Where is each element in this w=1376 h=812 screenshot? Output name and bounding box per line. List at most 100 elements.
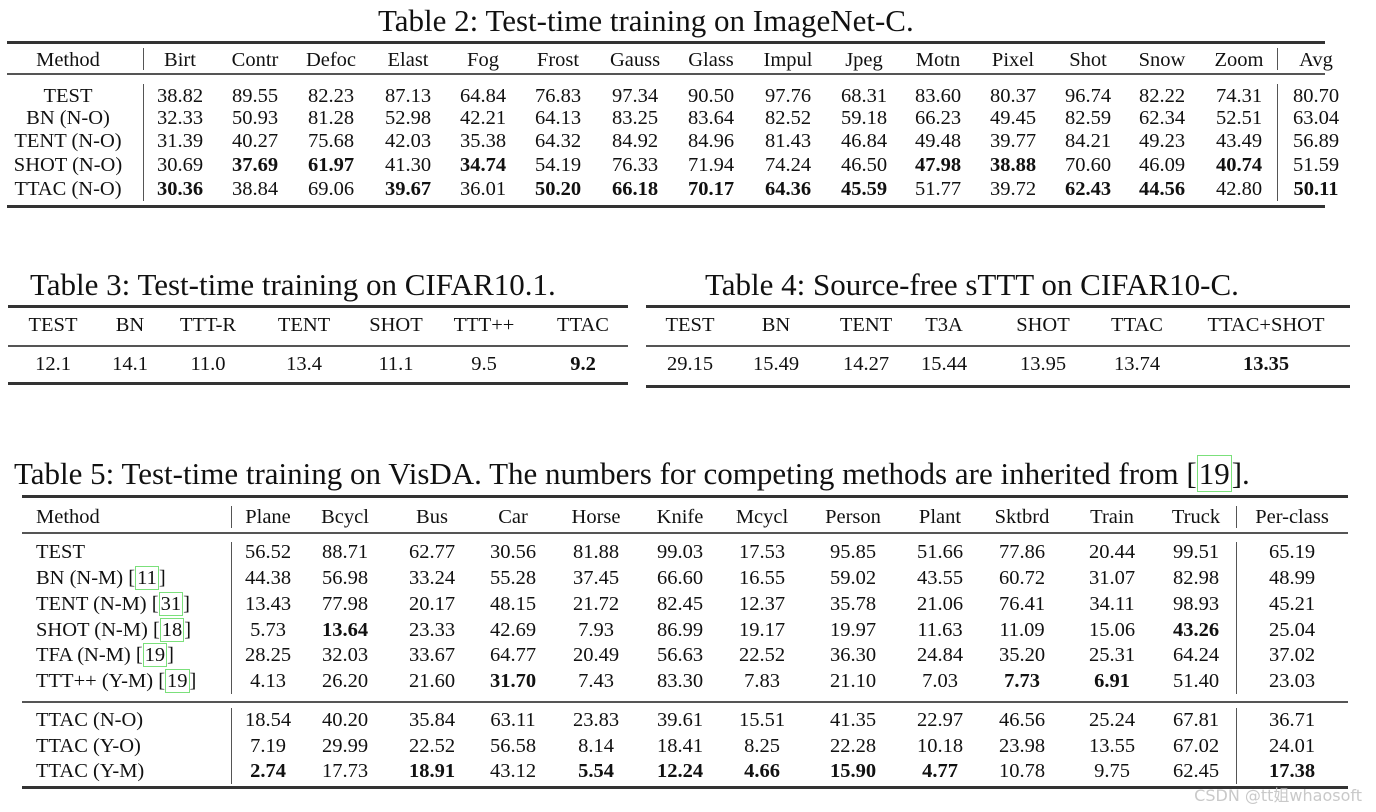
bracket: ]	[189, 670, 197, 692]
table-cell: 31.07	[1088, 567, 1136, 589]
table-cell: 15.51	[738, 709, 786, 731]
table-cell: 13.55	[1088, 735, 1136, 757]
column-header[interactable]: Snow	[1138, 49, 1186, 71]
table-cell: 21.06	[916, 593, 964, 615]
table-cell: 11.63	[917, 619, 963, 641]
table-cell: 42.03	[384, 130, 432, 152]
column-header[interactable]: Frost	[536, 49, 580, 71]
table-cell: 88.71	[321, 541, 369, 563]
header-rule	[8, 345, 628, 347]
table-cell: 42.80	[1215, 178, 1263, 200]
table-cell: 34.11	[1089, 593, 1135, 615]
column-header[interactable]: Jpeg	[845, 49, 883, 71]
table-cell: 51.77	[914, 178, 962, 200]
citation-link[interactable]: 18	[159, 618, 185, 642]
table-cell: 49.48	[914, 130, 962, 152]
column-header[interactable]: Method	[36, 49, 100, 71]
table-cell: 82.23	[307, 85, 355, 107]
citation-link[interactable]: 11	[135, 566, 159, 590]
table-cell: 21.10	[829, 670, 877, 692]
table-cell: 16.55	[738, 567, 786, 589]
column-header: Person	[825, 506, 881, 528]
table-cell: 56.89	[1292, 130, 1340, 152]
row-method: BN (N-M) [11]	[36, 566, 226, 590]
column-header: Plane	[245, 506, 291, 528]
column-header[interactable]: Gauss	[609, 49, 661, 71]
table-cell: 87.13	[384, 85, 432, 107]
table-cell: 39.61	[656, 709, 704, 731]
column-header: TENT	[839, 314, 893, 336]
column-header[interactable]: Avg	[1299, 49, 1333, 71]
column-header[interactable]: Contr	[231, 49, 279, 71]
table-cell: 50.93	[231, 107, 279, 129]
table-cell: 63.04	[1292, 107, 1340, 129]
method-divider	[231, 708, 232, 784]
column-header: SHOT	[1016, 314, 1070, 336]
table-cell: 32.33	[156, 107, 204, 129]
column-header: Method	[36, 506, 100, 528]
column-header: SHOT	[369, 314, 423, 336]
table-cell: 35.20	[998, 644, 1046, 666]
table-cell: 44.56	[1138, 178, 1186, 200]
column-header: Plant	[918, 506, 962, 528]
column-header[interactable]: Fog	[467, 49, 499, 71]
table-cell: 64.84	[459, 85, 507, 107]
row-method: TEST	[36, 540, 226, 564]
column-header: TENT	[277, 314, 331, 336]
table-cell: 70.60	[1064, 154, 1112, 176]
table3-caption: Table 3: Test-time training on CIFAR10.1…	[30, 267, 556, 302]
table-cell: 66.23	[914, 107, 962, 129]
table-cell: 13.74	[1113, 353, 1161, 375]
table-cell: 47.98	[914, 154, 962, 176]
column-header[interactable]: Birt	[164, 49, 196, 71]
table-cell: 45.21	[1268, 593, 1316, 615]
table-cell: 20.49	[572, 644, 620, 666]
table-cell: 43.26	[1172, 619, 1220, 641]
table-cell: 13.4	[286, 353, 322, 375]
table-cell: 40.20	[321, 709, 369, 731]
method-name: TTT++ (Y-M)	[36, 670, 159, 692]
table-cell: 74.24	[764, 154, 812, 176]
column-header: BN	[115, 314, 145, 336]
table-cell: 23.33	[408, 619, 456, 641]
table-cell: 82.22	[1138, 85, 1186, 107]
column-header: T3A	[925, 314, 963, 336]
table-cell: 13.35	[1242, 353, 1290, 375]
citation-link[interactable]: 31	[158, 592, 184, 616]
table-cell: 10.18	[916, 735, 964, 757]
table-cell: 46.50	[840, 154, 888, 176]
table-cell: 25.31	[1088, 644, 1136, 666]
table-cell: 97.76	[764, 85, 812, 107]
table-cell: 19.97	[829, 619, 877, 641]
column-header[interactable]: Impul	[763, 49, 813, 71]
citation-link[interactable]: 19	[1196, 455, 1232, 492]
table-cell: 45.59	[840, 178, 888, 200]
table-cell: 64.32	[534, 130, 582, 152]
table-cell: 80.37	[989, 85, 1037, 107]
column-header[interactable]: Pixel	[991, 49, 1035, 71]
table5-caption-text: Table 5: Test-time training on VisDA. Th…	[14, 456, 1197, 491]
table-cell: 37.45	[572, 567, 620, 589]
citation-link[interactable]: 19	[165, 669, 190, 693]
row-method: TEST	[43, 85, 93, 107]
table-cell: 99.51	[1172, 541, 1220, 563]
column-header[interactable]: Shot	[1069, 49, 1107, 71]
column-header: Bcycl	[321, 506, 369, 528]
bracket: [	[152, 619, 160, 641]
table-cell: 82.98	[1172, 567, 1220, 589]
table-cell: 76.83	[534, 85, 582, 107]
column-header[interactable]: Glass	[688, 49, 734, 71]
column-header[interactable]: Defoc	[305, 49, 357, 71]
method-name: TTAC (Y-M)	[36, 760, 145, 782]
column-header[interactable]: Zoom	[1214, 49, 1264, 71]
column-header[interactable]: Motn	[915, 49, 961, 71]
row-method: BN (N-O)	[26, 107, 110, 129]
header-rule	[7, 73, 1325, 75]
table-cell: 82.45	[656, 593, 704, 615]
citation-link[interactable]: 19	[142, 643, 168, 667]
table-cell: 81.28	[307, 107, 355, 129]
column-header[interactable]: Elast	[387, 49, 429, 71]
avg-divider	[1277, 48, 1278, 70]
table-cell: 97.34	[611, 85, 659, 107]
table-cell: 82.59	[1064, 107, 1112, 129]
